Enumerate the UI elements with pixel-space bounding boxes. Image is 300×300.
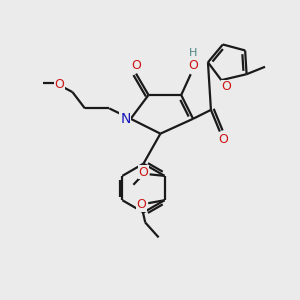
- Text: O: O: [222, 80, 232, 93]
- Text: O: O: [218, 133, 228, 146]
- Text: H: H: [189, 48, 197, 58]
- Text: O: O: [137, 198, 147, 211]
- Text: N: N: [120, 112, 130, 126]
- Text: O: O: [188, 59, 198, 72]
- Text: O: O: [138, 166, 148, 179]
- Text: O: O: [131, 59, 141, 72]
- Text: O: O: [55, 77, 64, 91]
